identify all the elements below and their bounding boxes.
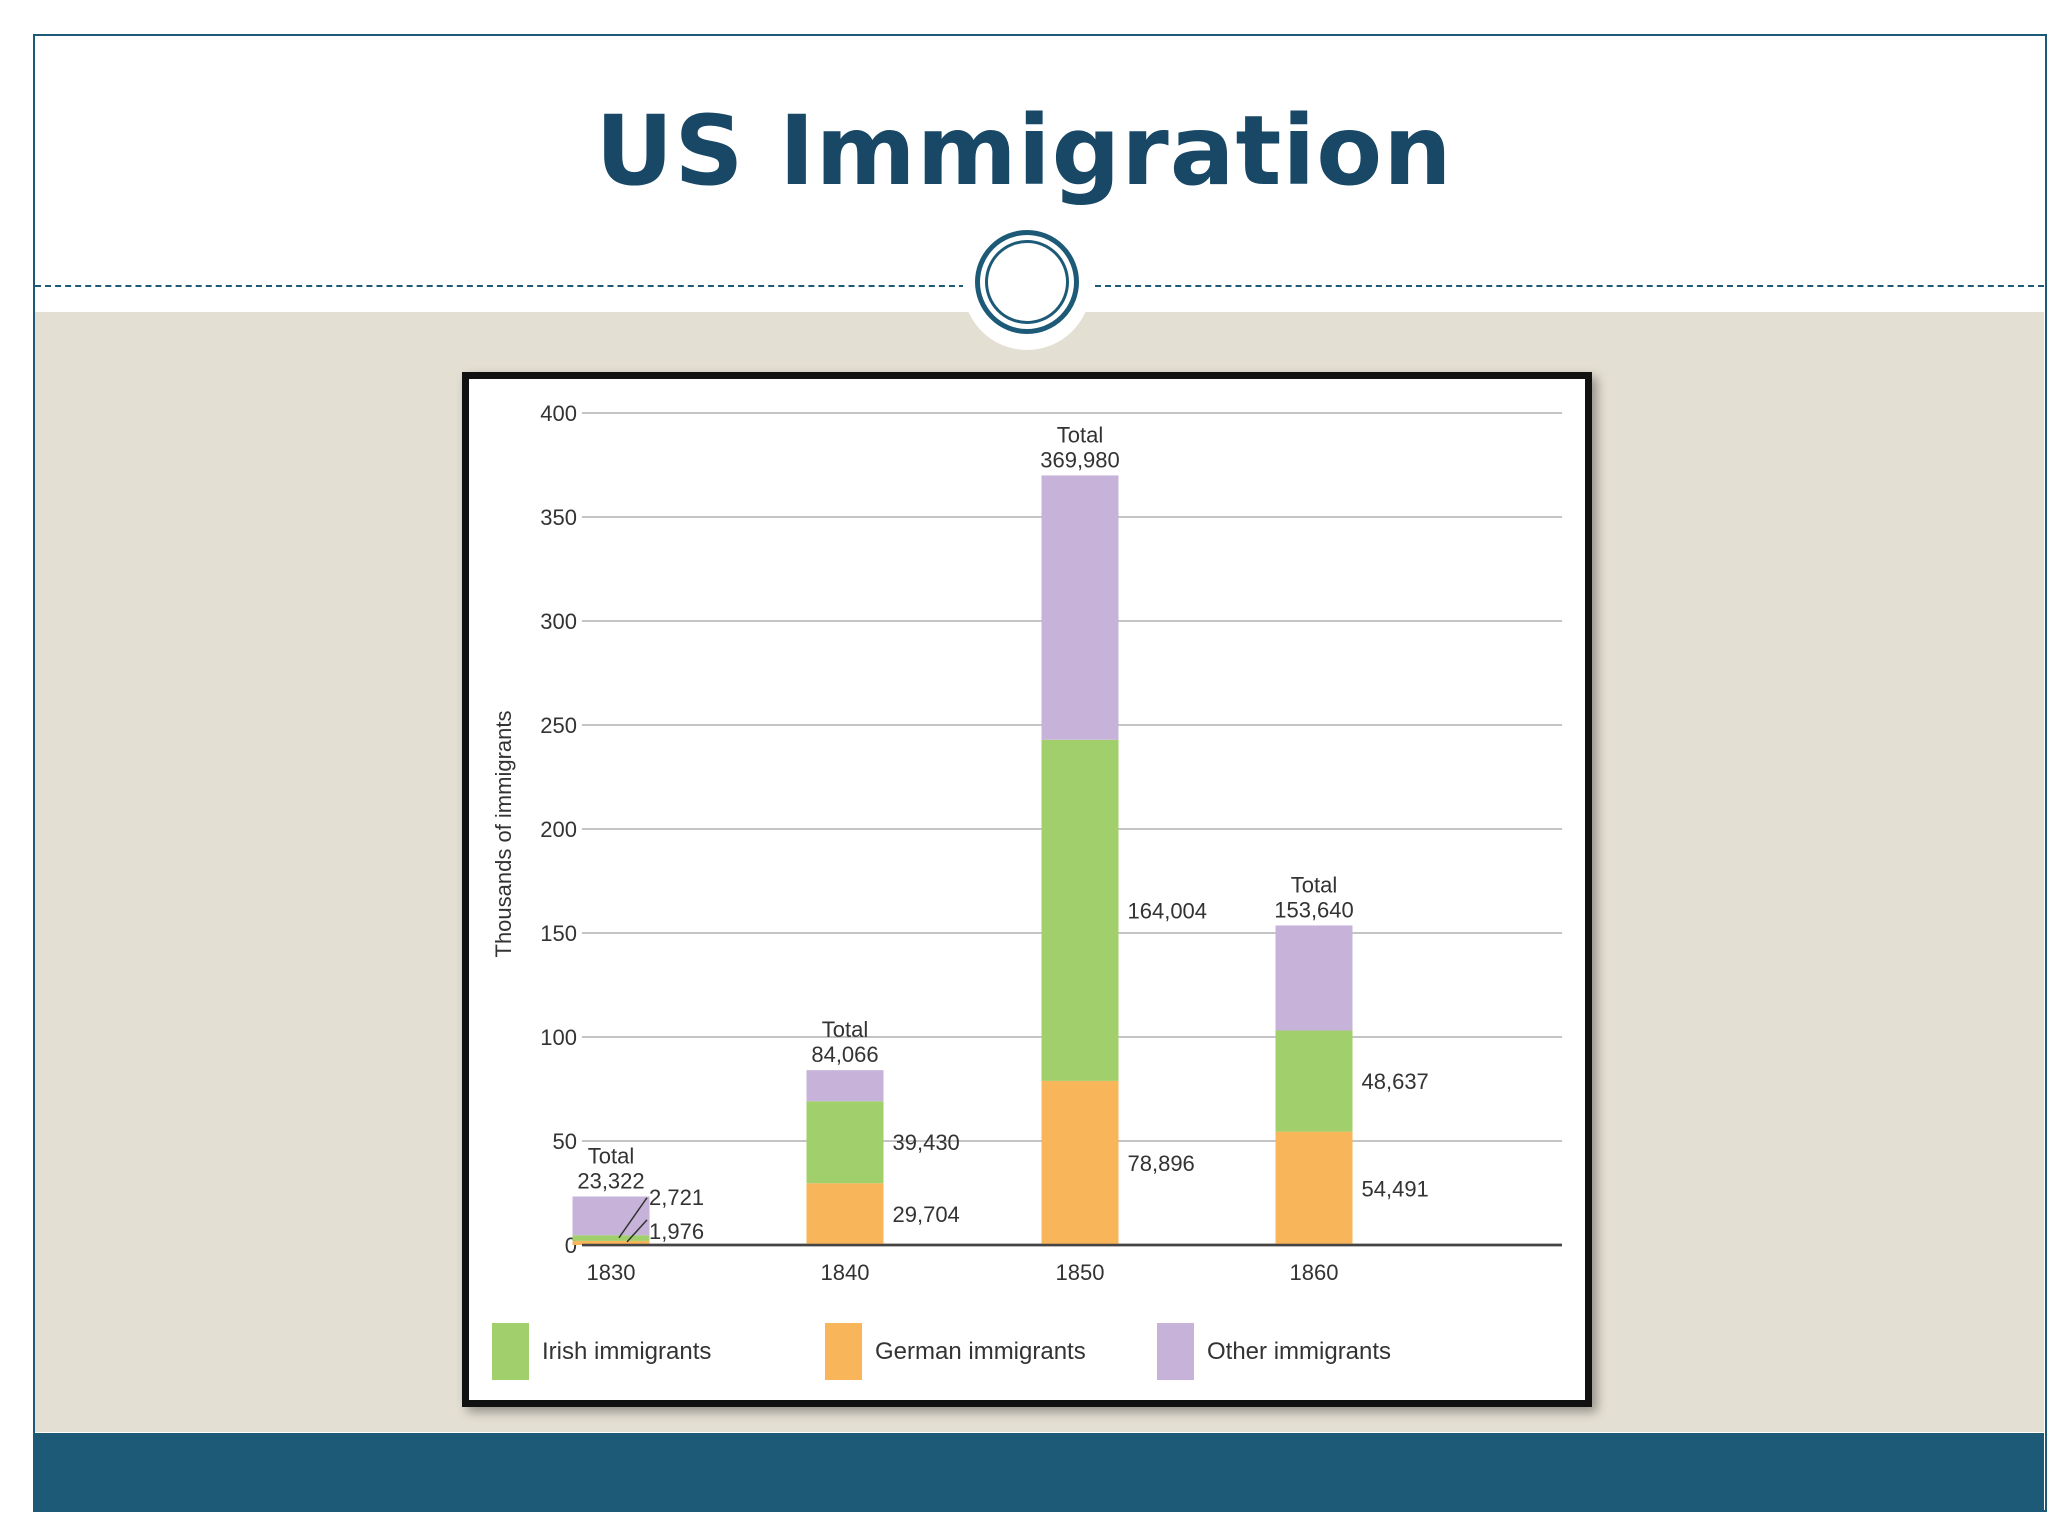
total-prefix-label: Total [822, 1017, 868, 1042]
bar-irish-immigrants-1850 [1041, 739, 1119, 1081]
legend-swatch-german-immigrants [825, 1323, 862, 1380]
data-label-german: 29,704 [893, 1202, 960, 1227]
divider-left [35, 285, 965, 287]
chart-container: 0 50 100 150 200 250 300 350 400 Thousands of imm… [462, 372, 1592, 1407]
y-tick-label: 200 [540, 817, 577, 842]
y-tick-label: 350 [540, 505, 577, 530]
bar-german-immigrants-1830 [572, 1240, 650, 1245]
bar-german-immigrants-1840 [806, 1183, 884, 1245]
y-axis-label: Thousands of immigrants [491, 711, 516, 958]
x-tick-label: 1850 [1056, 1260, 1105, 1285]
y-tick-label: 300 [540, 609, 577, 634]
data-label-german: 1,976 [649, 1219, 704, 1244]
x-tick-label: 1860 [1290, 1260, 1339, 1285]
data-label-irish: 48,637 [1362, 1069, 1429, 1094]
divider-ornament-inner-circle [985, 240, 1069, 324]
data-label-german: 54,491 [1362, 1176, 1429, 1201]
x-tick-label: 1830 [587, 1260, 636, 1285]
bar-german-immigrants-1850 [1041, 1080, 1119, 1245]
data-label-irish: 39,430 [893, 1130, 960, 1155]
bar-irish-immigrants-1840 [806, 1101, 884, 1184]
total-value-label: 153,640 [1274, 897, 1354, 922]
legend-swatch-other-immigrants [1157, 1323, 1194, 1380]
bar-other-immigrants-1860 [1275, 925, 1353, 1031]
footer-bar [35, 1433, 2044, 1510]
legend-label: Irish immigrants [542, 1338, 711, 1365]
legend-label: Other immigrants [1207, 1338, 1391, 1365]
bar-other-immigrants-1840 [806, 1070, 884, 1102]
total-value-label: 84,066 [811, 1042, 878, 1067]
bar-other-immigrants-1830 [572, 1196, 650, 1236]
legend-swatch-irish-immigrants [492, 1323, 529, 1380]
divider-right [1095, 285, 2044, 287]
y-tick-label: 50 [553, 1129, 577, 1154]
total-prefix-label: Total [1291, 872, 1337, 897]
total-prefix-label: Total [1057, 422, 1103, 447]
bar-irish-immigrants-1860 [1275, 1030, 1353, 1132]
leader-line-irish-1830 [618, 1197, 648, 1239]
data-label-irish: 2,721 [649, 1185, 704, 1210]
slide-title: US Immigration [595, 95, 1453, 207]
total-value-label: 369,980 [1040, 447, 1120, 472]
bar-german-immigrants-1860 [1275, 1131, 1353, 1245]
bar-other-immigrants-1850 [1041, 475, 1119, 740]
legend-label: German immigrants [875, 1338, 1086, 1365]
y-tick-label: 250 [540, 713, 577, 738]
y-tick-label: 100 [540, 1025, 577, 1050]
data-label-irish: 164,004 [1128, 898, 1208, 923]
data-label-german: 78,896 [1128, 1151, 1195, 1176]
total-prefix-label: Total [588, 1143, 634, 1168]
x-tick-label: 1840 [821, 1260, 870, 1285]
leader-line-german-1830 [626, 1219, 648, 1243]
bar-irish-immigrants-1830 [572, 1235, 650, 1241]
y-tick-label: 150 [540, 921, 577, 946]
y-tick-label: 400 [540, 401, 577, 426]
total-value-label: 23,322 [577, 1168, 644, 1193]
